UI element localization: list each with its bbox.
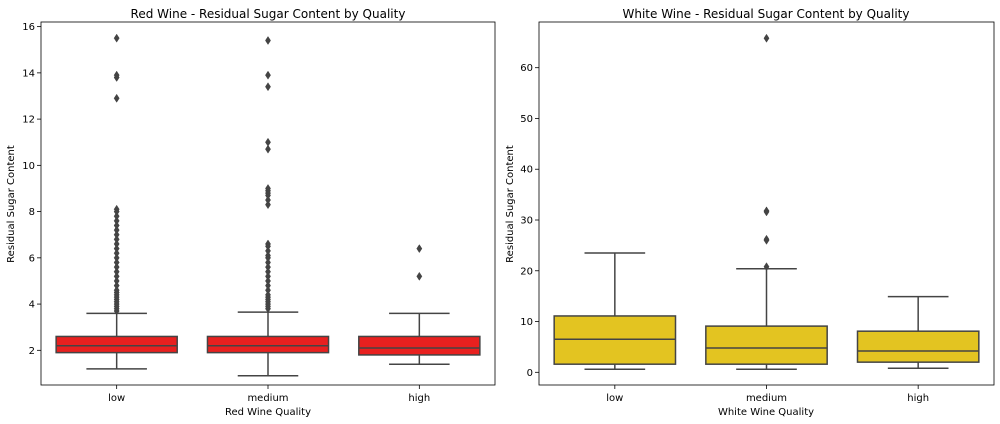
white-x-ticks: low medium high <box>606 385 929 404</box>
outlier-point <box>265 251 271 260</box>
outlier-point <box>113 281 120 291</box>
outlier-point <box>113 285 120 295</box>
outlier-point <box>265 239 271 249</box>
red-ytick-label: 6 <box>29 253 35 264</box>
outlier-point <box>265 281 271 291</box>
outlier-point <box>113 70 120 80</box>
outlier-point <box>113 221 120 230</box>
white-ytick-label: 40 <box>520 165 533 176</box>
outlier-point <box>265 200 271 210</box>
outlier-point <box>113 230 120 240</box>
white-box-low <box>553 252 677 371</box>
iqr-box <box>55 335 178 354</box>
outlier-point <box>113 248 120 258</box>
outlier-point <box>265 258 271 267</box>
red-ytick-label: 8 <box>29 207 35 218</box>
outlier-point <box>113 216 120 226</box>
white-boxes <box>553 33 980 371</box>
white-xtick-label-high: high <box>907 393 929 404</box>
outlier-point <box>113 225 120 235</box>
outlier-point <box>265 246 271 256</box>
white-xtick-label-medium: medium <box>746 393 787 404</box>
red-y-ticks: 2 4 6 8 10 12 14 16 <box>22 22 41 357</box>
iqr-box <box>553 315 677 365</box>
outlier-point <box>265 271 271 281</box>
outlier-point <box>265 267 271 277</box>
white-chart-title: White Wine - Residual Sugar Content by Q… <box>623 7 910 21</box>
outlier-point <box>763 262 770 272</box>
red-xtick-label-medium: medium <box>247 393 288 404</box>
iqr-box <box>705 325 828 365</box>
red-ytick-label: 10 <box>22 161 35 172</box>
outlier-point <box>113 234 120 244</box>
outlier-point <box>265 276 271 286</box>
outlier-point <box>265 137 271 147</box>
outlier-point <box>265 195 271 205</box>
iqr-box <box>206 335 330 354</box>
outlier-point <box>265 144 271 154</box>
outlier-point <box>265 184 271 193</box>
white-ytick-label: 60 <box>520 63 533 74</box>
outlier-point <box>763 33 770 43</box>
white-wine-panel: White Wine - Residual Sugar Content by Q… <box>505 7 995 418</box>
red-box-high <box>358 244 481 365</box>
red-ytick-label: 12 <box>22 115 35 126</box>
outlier-point <box>113 258 120 267</box>
outlier-point <box>265 290 271 300</box>
outlier-point <box>113 33 120 43</box>
red-ytick-label: 2 <box>29 346 35 357</box>
outlier-point <box>416 271 423 281</box>
red-box-low <box>55 33 178 370</box>
red-ytick-label: 4 <box>29 300 35 311</box>
white-y-axis-label: Residual Sugar Content <box>505 145 516 263</box>
white-x-axis-label: White Wine Quality <box>718 407 814 418</box>
iqr-box <box>856 330 980 363</box>
outlier-point <box>113 239 120 249</box>
outlier-point <box>763 206 770 216</box>
red-y-axis-label: Residual Sugar Content <box>6 145 17 263</box>
outlier-point <box>265 262 271 272</box>
outlier-point <box>113 271 120 281</box>
outlier-point <box>113 204 120 214</box>
red-boxes <box>55 33 481 377</box>
white-y-ticks: 0 10 20 30 40 50 60 <box>520 63 539 379</box>
outlier-point <box>265 36 271 45</box>
white-box-high <box>856 295 980 369</box>
white-box-medium <box>705 33 828 371</box>
outlier-point <box>265 82 271 92</box>
outlier-point <box>763 234 770 244</box>
red-xtick-label-high: high <box>408 393 430 404</box>
outlier-point <box>113 211 120 221</box>
iqr-box <box>358 335 481 356</box>
outlier-point <box>265 70 271 80</box>
red-box-medium <box>206 36 330 377</box>
red-ytick-label: 14 <box>22 68 35 79</box>
red-chart-title: Red Wine - Residual Sugar Content by Qua… <box>131 7 406 21</box>
red-xtick-label-low: low <box>108 393 125 404</box>
outlier-point <box>113 93 120 103</box>
red-x-ticks: low medium high <box>108 385 430 404</box>
white-ytick-label: 0 <box>527 368 533 379</box>
outlier-point <box>113 244 120 254</box>
white-xtick-label-low: low <box>606 393 623 404</box>
outlier-point <box>113 253 120 263</box>
red-x-axis-label: Red Wine Quality <box>225 407 311 418</box>
outlier-point <box>113 262 120 272</box>
red-wine-panel: Red Wine - Residual Sugar Content by Qua… <box>6 7 496 418</box>
outlier-point <box>113 267 120 277</box>
outlier-point <box>265 285 271 295</box>
red-ytick-label: 16 <box>22 22 35 33</box>
outlier-point <box>113 276 120 286</box>
white-ytick-label: 30 <box>520 216 533 227</box>
white-ytick-label: 20 <box>520 266 533 277</box>
white-ytick-label: 10 <box>520 317 533 328</box>
white-ytick-label: 50 <box>520 114 533 125</box>
outlier-point <box>416 244 423 254</box>
